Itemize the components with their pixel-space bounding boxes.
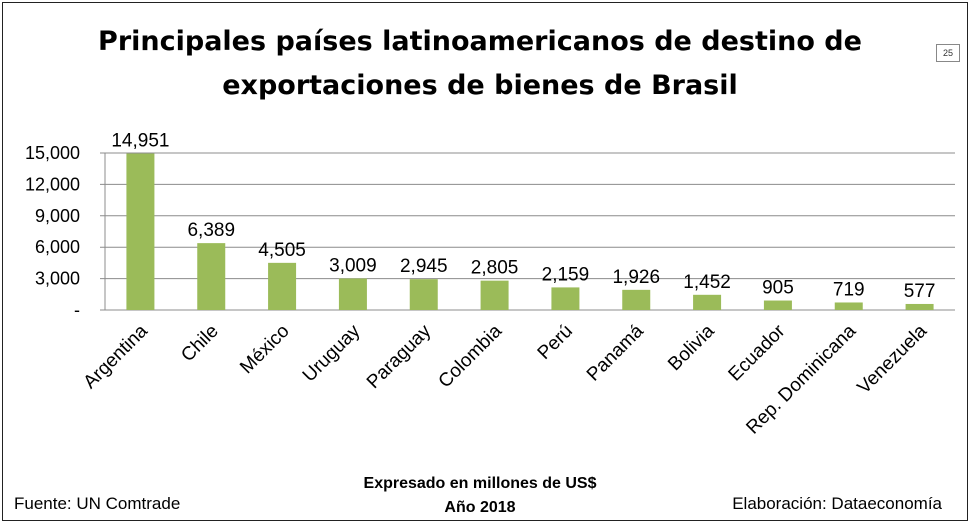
bar xyxy=(763,300,792,310)
data-label: 2,945 xyxy=(400,256,448,277)
bar xyxy=(126,153,155,310)
year-label: Año 2018 xyxy=(444,499,516,516)
data-label: 4,505 xyxy=(258,240,306,261)
bar xyxy=(905,303,934,310)
data-label: 1,926 xyxy=(612,267,660,288)
x-tick-label: Perú xyxy=(534,321,577,364)
data-label: 14,951 xyxy=(111,131,169,152)
chart-title: Principales países latinoamericanos de d… xyxy=(40,20,920,108)
bar xyxy=(622,289,651,310)
x-tick-label: Argentina xyxy=(80,320,153,393)
units-label: Expresado en millones de US$ xyxy=(363,475,597,492)
bar xyxy=(338,278,367,310)
y-tick-label: 9,000 xyxy=(35,206,80,226)
x-tick-label: Paraguay xyxy=(363,320,436,393)
y-tick-label: 6,000 xyxy=(35,237,80,257)
data-label: 719 xyxy=(833,279,865,300)
bar xyxy=(834,302,863,310)
bar xyxy=(197,243,226,310)
x-tick-label: Chile xyxy=(177,321,222,366)
data-label: 2,805 xyxy=(471,258,519,279)
data-label: 1,452 xyxy=(683,272,731,293)
bar xyxy=(693,294,722,310)
page-number: 25 xyxy=(936,44,960,62)
bar xyxy=(480,280,509,310)
x-tick-label: Colombia xyxy=(435,320,507,392)
x-tick-label: Uruguay xyxy=(299,320,365,386)
y-tick-label: - xyxy=(74,300,80,320)
data-label: 3,009 xyxy=(329,256,377,277)
x-tick-label: Venezuela xyxy=(854,320,932,398)
data-label: 6,389 xyxy=(187,220,235,241)
x-tick-label: Ecuador xyxy=(725,320,790,385)
chart-title-line2: exportaciones de bienes de Brasil xyxy=(222,70,738,101)
bar xyxy=(268,262,297,310)
data-label: 905 xyxy=(762,278,794,299)
y-tick-label: 15,000 xyxy=(25,143,80,163)
x-tick-label: México xyxy=(236,321,293,378)
y-tick-label: 3,000 xyxy=(35,269,80,289)
bar xyxy=(409,279,438,310)
source-note: Fuente: UN Comtrade xyxy=(14,494,181,513)
chart-title-line1: Principales países latinoamericanos de d… xyxy=(98,26,862,57)
bar xyxy=(551,287,580,310)
units-note: Expresado en millones de US$ Año 2018 xyxy=(300,472,660,520)
credit-note: Elaboración: Dataeconomía xyxy=(732,494,942,513)
y-tick-label: 12,000 xyxy=(25,174,80,194)
x-tick-label: Bolivia xyxy=(664,320,719,375)
data-label: 2,159 xyxy=(542,264,590,285)
data-label: 577 xyxy=(904,281,936,302)
x-tick-label: Panamá xyxy=(583,320,648,385)
